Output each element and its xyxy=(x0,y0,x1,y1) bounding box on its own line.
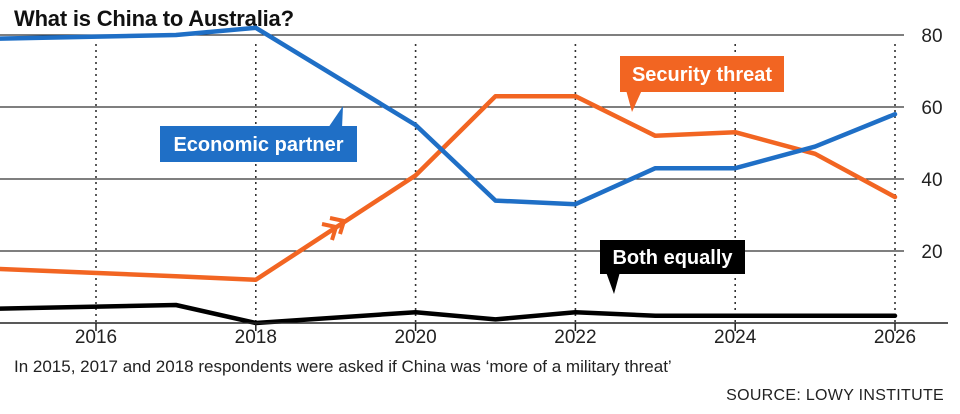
y-tick-label: 80 xyxy=(921,26,942,47)
y-tick-label: 40 xyxy=(921,170,942,191)
footnote: In 2015, 2017 and 2018 respondents were … xyxy=(14,357,672,376)
x-tick-label: 2022 xyxy=(554,327,596,348)
chevron-arrow-icon xyxy=(321,216,347,241)
series-label-text: Security threat xyxy=(632,64,772,86)
series-line-both-equally xyxy=(0,302,898,326)
x-tick-label: 2024 xyxy=(714,327,757,348)
x-tick-label: 2020 xyxy=(394,327,436,348)
source-credit: SOURCE: LOWY INSTITUTE xyxy=(726,387,944,404)
series-label-security-threat: Security threat xyxy=(620,56,784,112)
series-label-both-equally: Both equally xyxy=(600,240,745,294)
series-label-economic-partner: Economic partner xyxy=(160,106,357,162)
series-line-security-threat xyxy=(0,93,898,283)
series-line-economic-partner xyxy=(0,25,898,207)
y-tick-label: 20 xyxy=(921,242,942,263)
y-tick-label: 60 xyxy=(921,98,942,119)
x-tick-label: 2016 xyxy=(75,327,117,348)
x-tick-label: 2018 xyxy=(235,327,277,348)
x-tick-label: 2026 xyxy=(874,327,916,348)
series-label-text: Both equally xyxy=(612,247,733,269)
series-label-text: Economic partner xyxy=(173,134,343,156)
